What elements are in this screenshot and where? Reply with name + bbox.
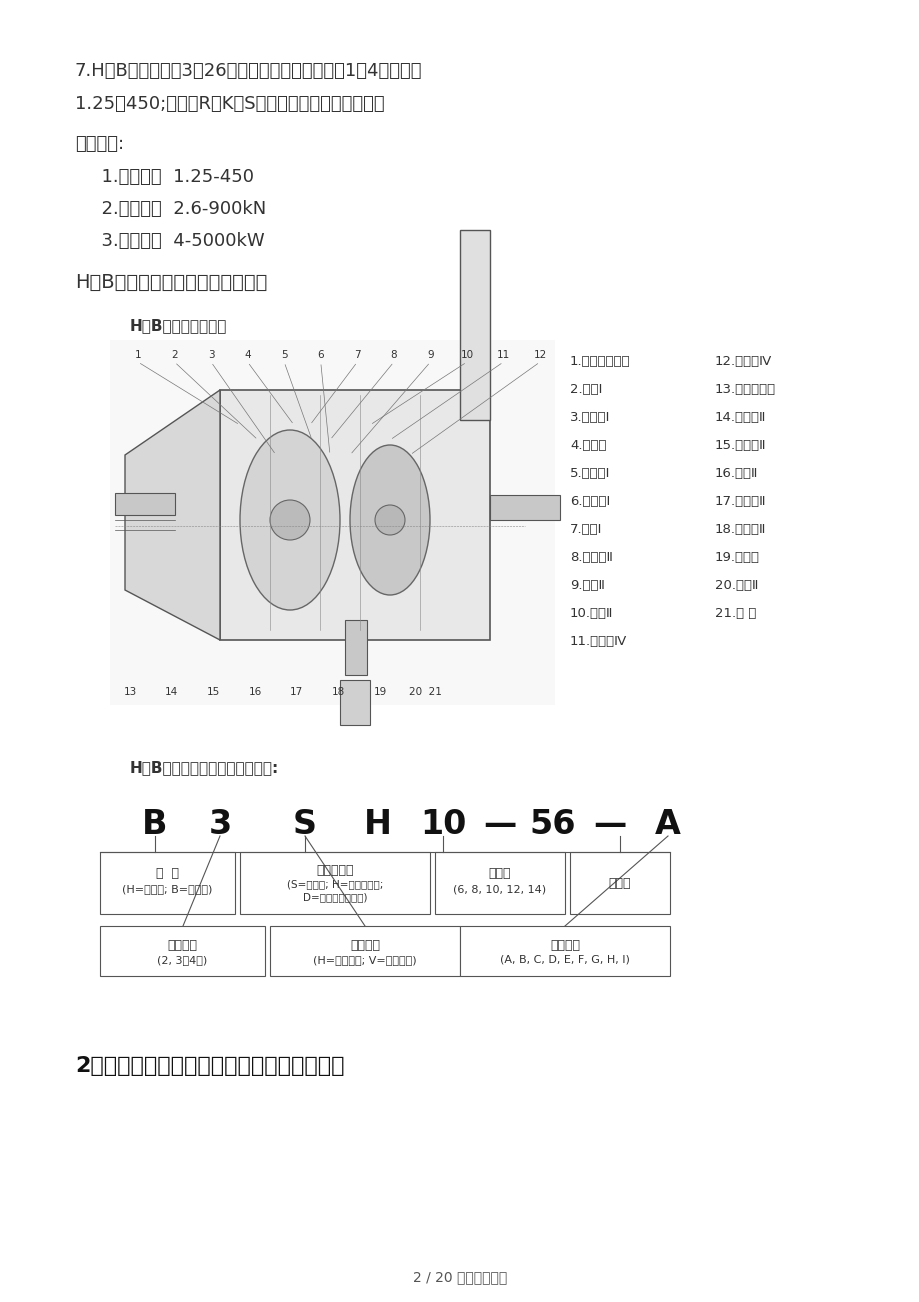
Text: S: S — [292, 809, 317, 841]
Text: 11.调整环Ⅳ: 11.调整环Ⅳ — [570, 635, 627, 648]
Text: H、B系列产品结构图及产品实例：: H、B系列产品结构图及产品实例： — [75, 273, 267, 292]
Text: 20.通盖Ⅱ: 20.通盖Ⅱ — [714, 579, 757, 592]
Bar — [220, 391, 490, 641]
Bar — [460, 926, 669, 976]
Text: 1.速比范围  1.25-450: 1.速比范围 1.25-450 — [90, 168, 254, 186]
Text: 布置形式: 布置形式 — [550, 939, 579, 952]
Text: 1: 1 — [134, 350, 142, 359]
Text: 14: 14 — [165, 687, 178, 697]
Text: 9.齿轮Ⅱ: 9.齿轮Ⅱ — [570, 579, 604, 592]
Text: 2 / 20 实用精品文档: 2 / 20 实用精品文档 — [413, 1269, 506, 1284]
Text: 11: 11 — [496, 350, 509, 359]
Text: (2, 3和4级): (2, 3和4级) — [157, 954, 208, 965]
Text: 14.定距环Ⅱ: 14.定距环Ⅱ — [714, 411, 766, 424]
Bar — [460, 230, 490, 421]
Text: 1.25～450;和我厂R、K、S系列组合得到更大的速比。: 1.25～450;和我厂R、K、S系列组合得到更大的速比。 — [75, 95, 384, 113]
Text: H: H — [364, 809, 391, 841]
Text: 16: 16 — [248, 687, 261, 697]
Ellipse shape — [375, 505, 404, 535]
Bar — [570, 852, 669, 914]
Text: 2.通盖Ⅰ: 2.通盖Ⅰ — [570, 383, 602, 396]
Text: 56: 56 — [529, 809, 575, 841]
Text: 12.调整环Ⅳ: 12.调整环Ⅳ — [714, 355, 771, 368]
Text: (A, B, C, D, E, F, G, H, I): (A, B, C, D, E, F, G, H, I) — [500, 954, 630, 965]
Text: 机座号: 机座号 — [488, 867, 511, 880]
Ellipse shape — [240, 430, 340, 611]
Bar — [100, 926, 265, 976]
Text: 19.输出轴: 19.输出轴 — [714, 551, 759, 564]
Text: 13: 13 — [123, 687, 137, 697]
Text: (6, 8, 10, 12, 14): (6, 8, 10, 12, 14) — [453, 885, 546, 894]
Text: (H=平行轴; B=直交轴): (H=平行轴; B=直交轴) — [122, 884, 212, 894]
Text: 技术参数:: 技术参数: — [75, 135, 124, 154]
Bar — [435, 852, 564, 914]
Text: 10: 10 — [460, 350, 473, 359]
Text: A: A — [654, 809, 680, 841]
Text: 9: 9 — [426, 350, 433, 359]
Ellipse shape — [269, 500, 310, 540]
Text: 18: 18 — [332, 687, 345, 697]
Text: 12: 12 — [533, 350, 546, 359]
Text: 2: 2 — [171, 350, 177, 359]
Text: 8: 8 — [390, 350, 397, 359]
Text: 8.调整环Ⅱ: 8.调整环Ⅱ — [570, 551, 612, 564]
Text: 10.止盖Ⅱ: 10.止盖Ⅱ — [570, 607, 613, 620]
Bar — [269, 926, 460, 976]
Bar — [240, 852, 429, 914]
Bar — [340, 680, 369, 725]
Text: 2.扇矩范围  2.6-900kN: 2.扇矩范围 2.6-900kN — [90, 201, 266, 217]
Text: 1.弧齿锥齿轮轴: 1.弧齿锥齿轮轴 — [570, 355, 630, 368]
Text: —: — — [593, 809, 626, 841]
Text: 17: 17 — [289, 687, 303, 697]
Text: H、B系列产品结构图: H、B系列产品结构图 — [130, 318, 227, 333]
Text: D=带收缩盘空心轴): D=带收缩盘空心轴) — [302, 892, 367, 902]
Text: 17.定距环Ⅱ: 17.定距环Ⅱ — [714, 495, 766, 508]
Ellipse shape — [349, 445, 429, 595]
Text: 2、列摆线针轮减速机标记方法及其使用条件: 2、列摆线针轮减速机标记方法及其使用条件 — [75, 1056, 344, 1075]
Polygon shape — [125, 391, 220, 641]
Text: 16.齿轮Ⅱ: 16.齿轮Ⅱ — [714, 467, 757, 480]
Text: 类  型: 类 型 — [156, 867, 179, 880]
Text: 7.H、B系列产品有3～26型规格，减速传动级数有1～4级，速比: 7.H、B系列产品有3～26型规格，减速传动级数有1～4级，速比 — [75, 62, 422, 79]
Text: 安装形式: 安装形式 — [349, 939, 380, 952]
Text: 减速比: 减速比 — [608, 878, 630, 891]
Text: 输出轴形式: 输出轴形式 — [316, 865, 354, 878]
Text: 7.止盖Ⅰ: 7.止盖Ⅰ — [570, 523, 602, 536]
Text: (S=实心轴; H=带键空心轴;: (S=实心轴; H=带键空心轴; — [287, 879, 383, 889]
Text: —: — — [482, 809, 516, 841]
Bar — [345, 620, 367, 674]
Text: 5.定距环Ⅰ: 5.定距环Ⅰ — [570, 467, 609, 480]
Text: 20  21: 20 21 — [408, 687, 441, 697]
Text: 10: 10 — [419, 809, 466, 841]
Text: 15: 15 — [207, 687, 220, 697]
Text: 15.调整环Ⅱ: 15.调整环Ⅱ — [714, 439, 766, 452]
Text: (H=卧式安装; V=立式安装): (H=卧式安装; V=立式安装) — [312, 954, 416, 965]
Text: 13.弧齿锥齿轮: 13.弧齿锥齿轮 — [714, 383, 776, 396]
Text: H、B系列型号规格表示方法举例:: H、B系列型号规格表示方法举例: — [130, 760, 279, 775]
Bar — [100, 852, 234, 914]
Text: 21.机 体: 21.机 体 — [714, 607, 755, 620]
Text: 6.齿轮轴Ⅰ: 6.齿轮轴Ⅰ — [570, 495, 609, 508]
Text: 4.轴承座: 4.轴承座 — [570, 439, 606, 452]
Text: 3: 3 — [208, 809, 232, 841]
Bar — [115, 493, 175, 516]
Text: 4: 4 — [244, 350, 251, 359]
Text: B: B — [142, 809, 167, 841]
Text: 3: 3 — [208, 350, 214, 359]
Text: 19: 19 — [373, 687, 386, 697]
Text: 传动级数: 传动级数 — [167, 939, 198, 952]
Text: 18.齿轮轴Ⅱ: 18.齿轮轴Ⅱ — [714, 523, 766, 536]
Text: 7: 7 — [354, 350, 360, 359]
Bar — [110, 340, 554, 704]
Text: 3.调整环Ⅰ: 3.调整环Ⅰ — [570, 411, 609, 424]
Text: 3.功率范围  4-5000kW: 3.功率范围 4-5000kW — [90, 232, 265, 250]
Text: 6: 6 — [317, 350, 323, 359]
Bar — [490, 495, 560, 519]
Text: 5: 5 — [280, 350, 287, 359]
